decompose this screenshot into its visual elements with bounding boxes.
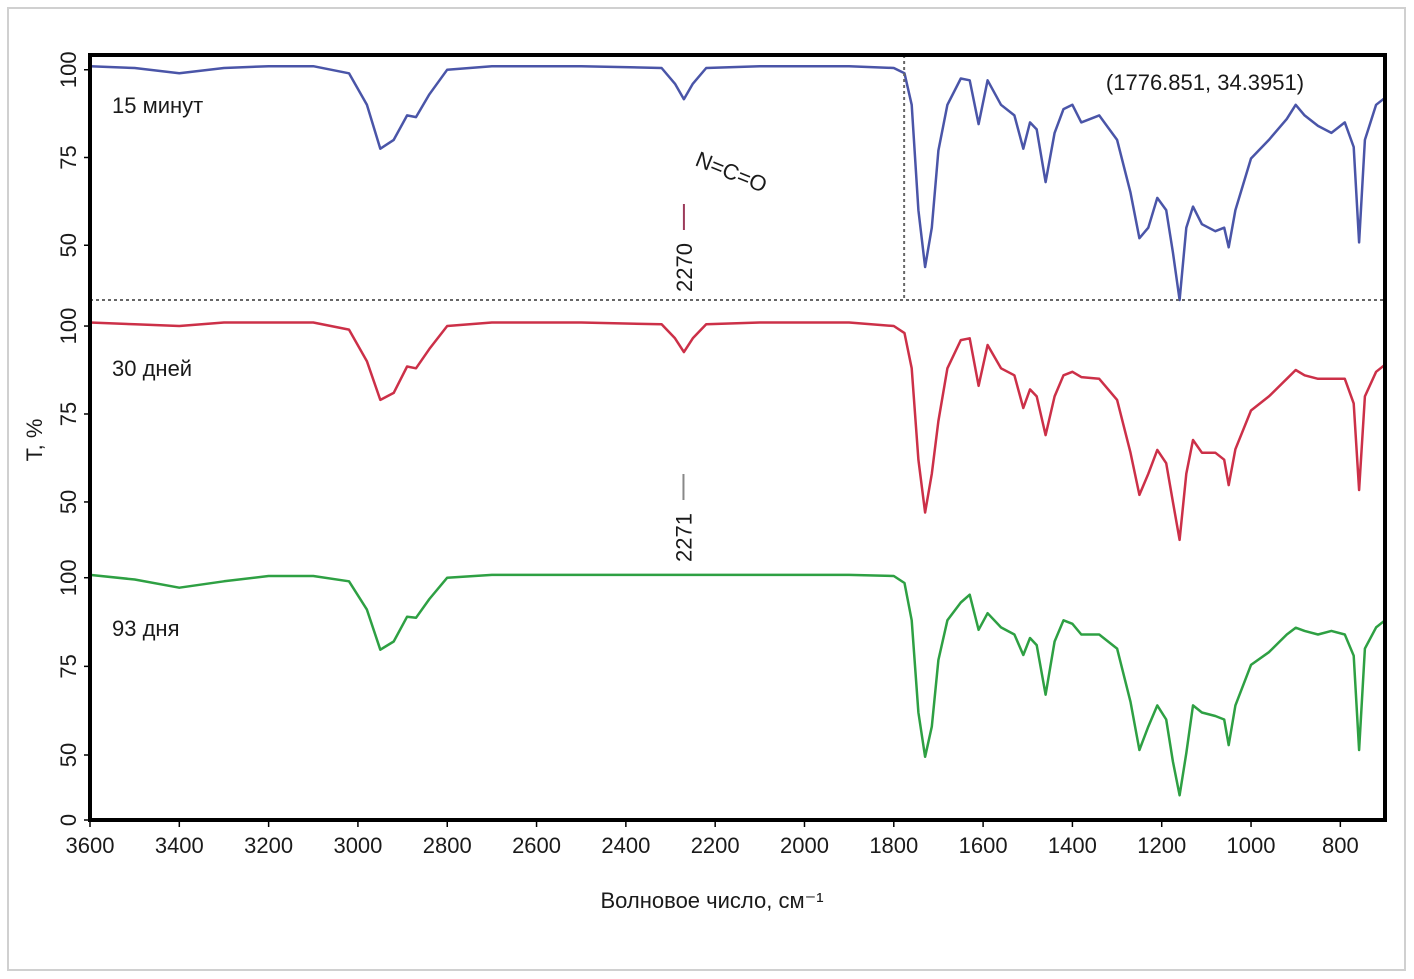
plot-border — [88, 53, 1387, 822]
x-tick-label: 1200 — [1137, 833, 1186, 858]
y-tick-label: 100 — [56, 51, 81, 88]
x-tick-label: 3400 — [155, 833, 204, 858]
spectrum-line — [89, 321, 1386, 542]
panel-label: 93 дня — [112, 616, 179, 641]
crosshair-label: (1776.851, 34.3951) — [1106, 70, 1304, 95]
x-tick-label: 3000 — [333, 833, 382, 858]
y-tick-label: 50 — [56, 490, 81, 514]
peak-label: 2271 — [671, 513, 696, 562]
y-tick-label: 100 — [56, 308, 81, 345]
y-tick-label: 75 — [56, 145, 81, 169]
y-tick-label: 100 — [56, 559, 81, 596]
x-tick-label: 2800 — [423, 833, 472, 858]
panel-label: 30 дней — [112, 356, 192, 381]
spectrum-line — [89, 64, 1386, 302]
x-tick-label: 2600 — [512, 833, 561, 858]
x-tick-label: 1600 — [959, 833, 1008, 858]
y-tick-label: 50 — [56, 743, 81, 767]
panel-label: 15 минут — [112, 93, 203, 118]
frame — [7, 7, 1406, 971]
x-tick-label: 2400 — [601, 833, 650, 858]
y-tick-label: 0 — [56, 814, 81, 826]
x-tick-label: 2200 — [691, 833, 740, 858]
x-tick-label: 1800 — [869, 833, 918, 858]
x-tick-label: 3200 — [244, 833, 293, 858]
y-tick-label: 50 — [56, 233, 81, 257]
x-axis-label: Волновое число, см⁻¹ — [600, 888, 823, 913]
x-tick-label: 1400 — [1048, 833, 1097, 858]
x-tick-label: 800 — [1322, 833, 1359, 858]
x-tick-label: 1000 — [1227, 833, 1276, 858]
spectrum-line — [89, 573, 1386, 797]
y-tick-label: 75 — [56, 654, 81, 678]
y-axis-label: T, % — [22, 419, 47, 462]
x-tick-label: 2000 — [780, 833, 829, 858]
peak-label: 2270 — [672, 243, 697, 292]
y-tick-label: 75 — [56, 402, 81, 426]
x-tick-label: 3600 — [66, 833, 115, 858]
